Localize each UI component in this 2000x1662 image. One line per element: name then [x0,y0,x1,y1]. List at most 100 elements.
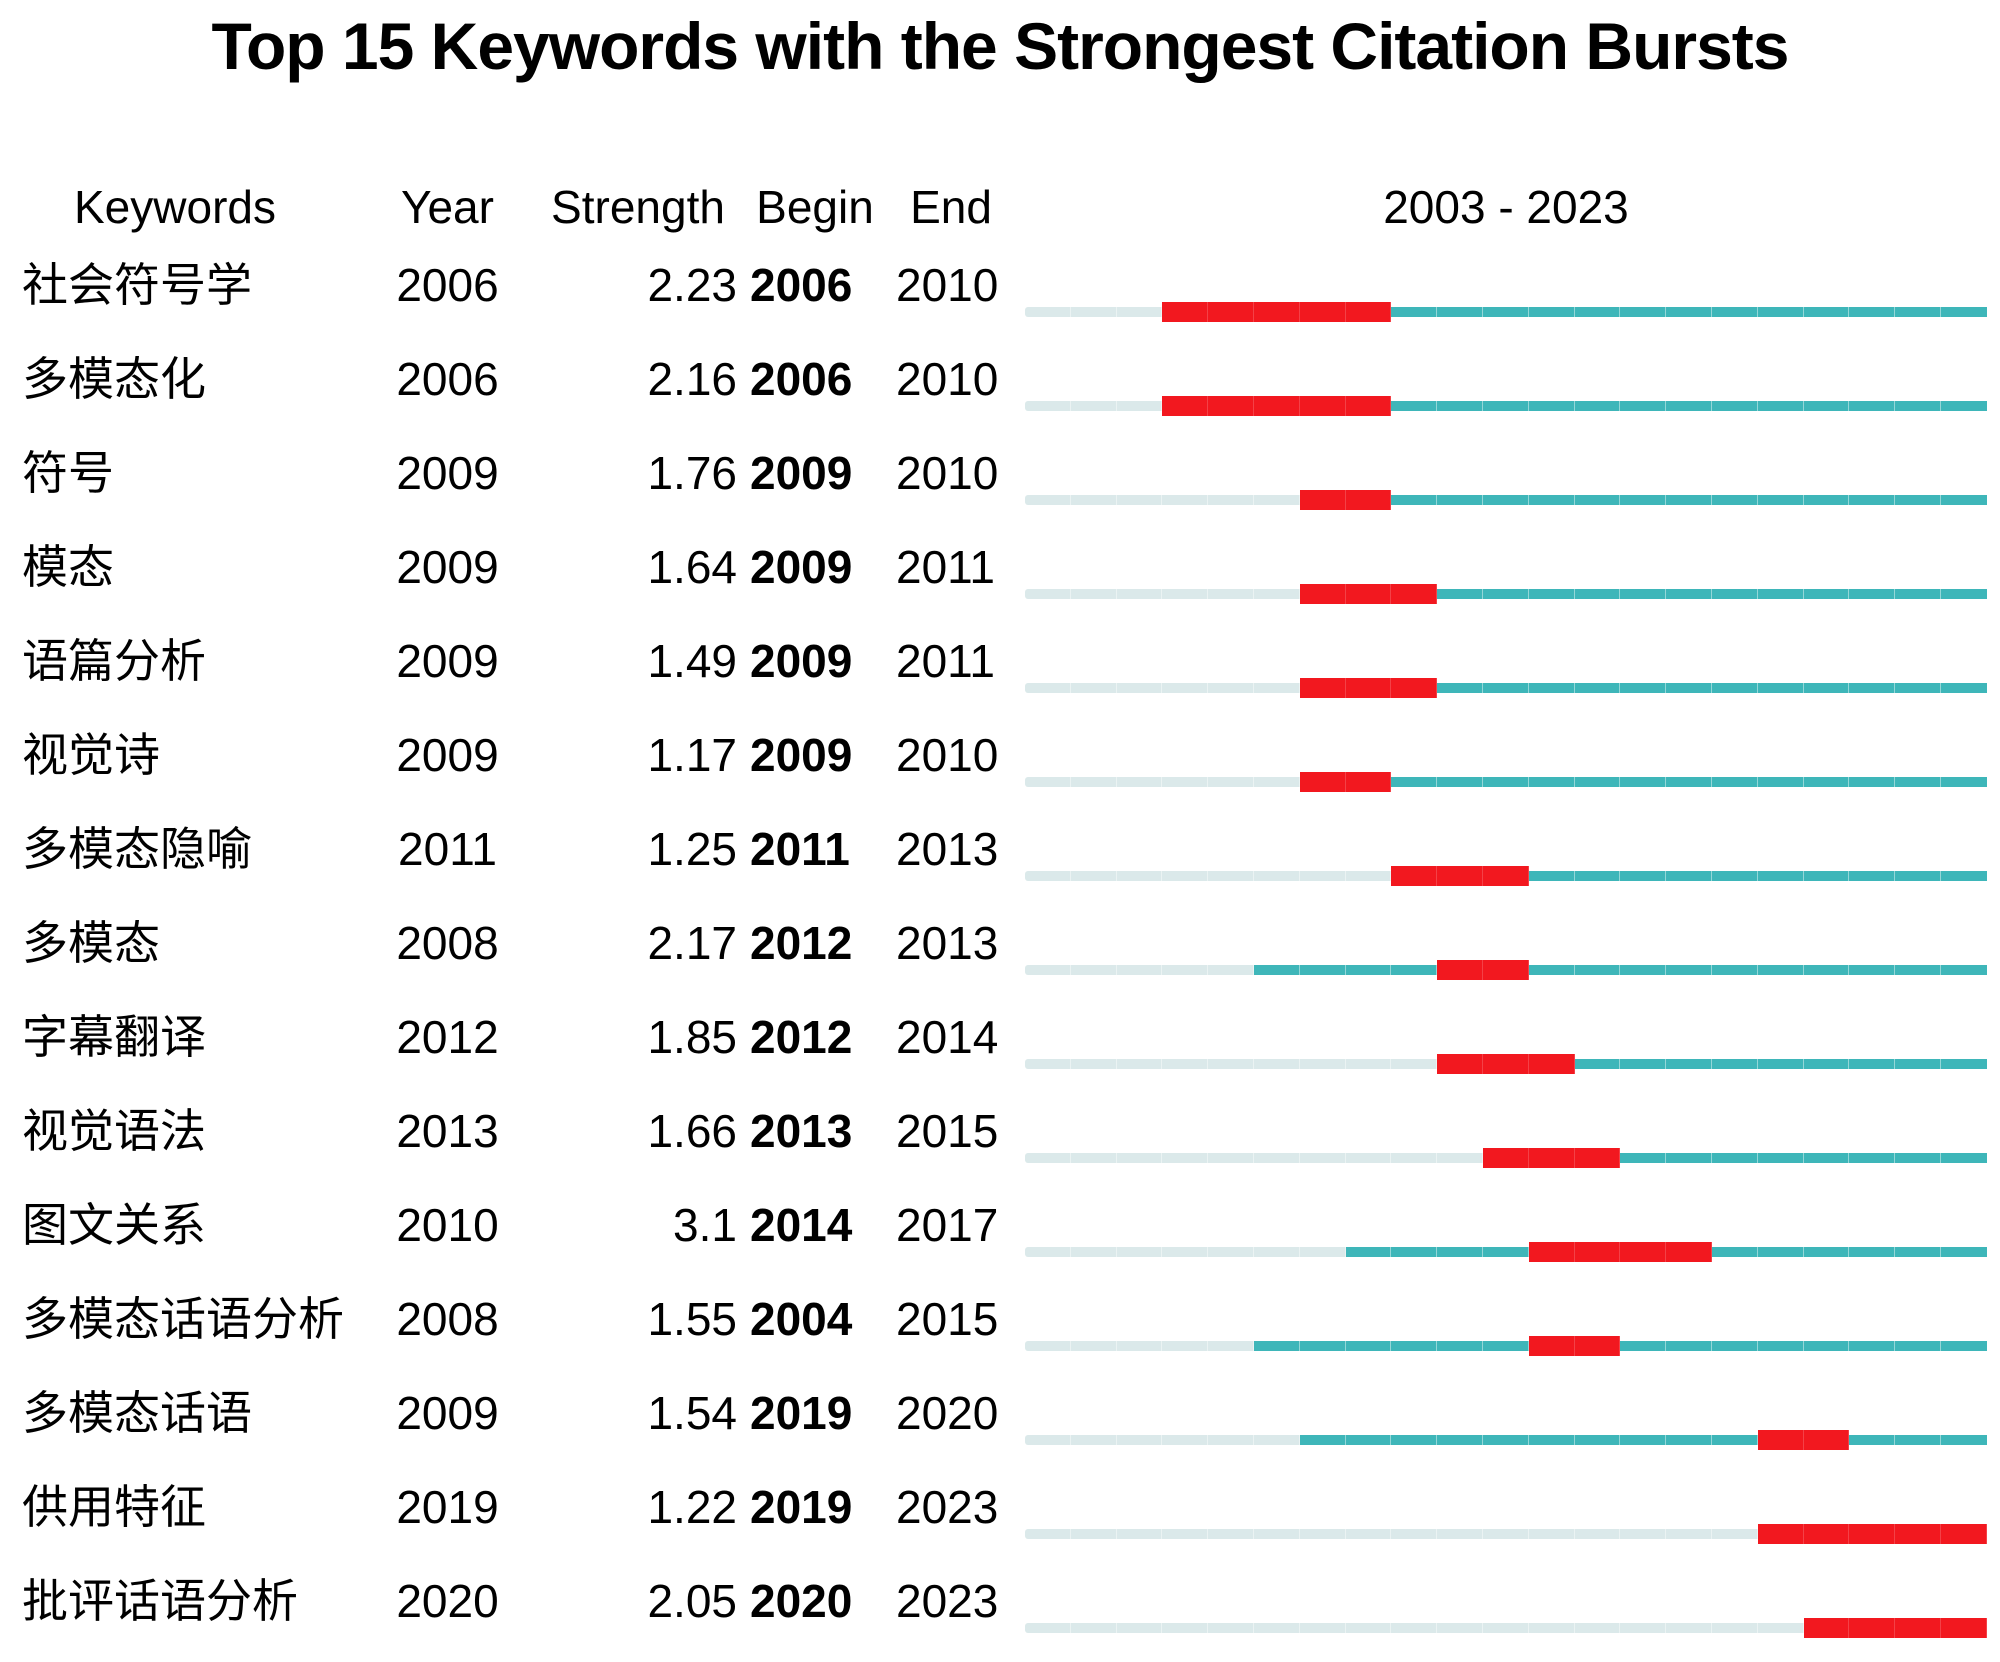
year-segment-inactive [1025,777,1071,787]
year-segment-inactive [1666,1623,1712,1633]
year-segment-active [1803,1341,1850,1351]
year-segment-active [1711,589,1758,599]
burst-segment [1345,396,1392,416]
burst-segment [1299,584,1346,604]
year-segment-inactive [1208,1059,1254,1069]
year-segment-inactive [1070,1059,1117,1069]
year-segment-inactive [1162,1435,1209,1445]
end-cell: 2023 [896,1575,999,1627]
year-segment-active [1620,871,1667,881]
year-segment-inactive [1070,1341,1117,1351]
year-segment-active [1711,777,1758,787]
burst-segment [1803,1524,1850,1544]
burst-segment [1345,678,1392,698]
year-segment-active [1620,495,1667,505]
burst-segment [1299,772,1346,792]
burst-segment [1437,1054,1483,1074]
strength-cell: 1.66 [647,1105,737,1157]
begin-cell: 2009 [750,447,853,499]
year-segment-inactive [1116,683,1163,693]
end-cell: 2010 [896,729,999,781]
burst-segment [1849,1524,1896,1544]
year-segment-active [1711,1153,1758,1163]
end-cell: 2020 [896,1387,999,1439]
year-segment-active [1849,401,1896,411]
year-segment-inactive [1711,1623,1758,1633]
year-segment-active [1849,1059,1896,1069]
year-segment-active [1391,1435,1438,1445]
year-cell: 2009 [396,635,499,687]
year-segment-inactive [1253,1623,1300,1633]
year-segment-active [1711,1247,1758,1257]
year-segment-active [1711,965,1758,975]
year-segment-active [1895,401,1941,411]
year-segment-active [1711,1341,1758,1351]
year-segment-inactive [1025,1529,1071,1539]
end-cell: 2013 [896,823,999,875]
year-segment-active [1528,401,1575,411]
year-segment-active [1895,777,1941,787]
year-segment-active [1528,683,1575,693]
year-segment-active [1849,965,1896,975]
year-segment-inactive [1116,871,1163,881]
keyword-cell: 模态 [22,541,114,593]
strength-cell: 2.16 [647,353,737,405]
year-segment-active [1849,1435,1896,1445]
year-segment-inactive [1162,965,1209,975]
strength-cell: 1.64 [647,541,737,593]
burst-segment [1528,1054,1575,1074]
burst-segment [1482,1054,1529,1074]
burst-segment [1391,678,1438,698]
year-segment-active [1757,1059,1804,1069]
year-segment-active [1849,1341,1896,1351]
header-timeline-range: 2003 - 2023 [1383,181,1629,233]
year-segment-active [1849,495,1896,505]
year-segment-active [1528,589,1575,599]
keyword-burst-row: 语篇分析 2009 1.49 2009 2011 [0,626,2000,720]
strength-cell: 2.23 [647,259,737,311]
burst-segment [1940,1524,1987,1544]
year-segment-inactive [1116,1059,1163,1069]
year-segment-inactive [1070,683,1117,693]
burst-segment [1299,302,1346,322]
year-segment-inactive [1070,589,1117,599]
burst-segment [1253,302,1300,322]
timeline-bar [1025,396,1987,416]
year-segment-inactive [1025,307,1071,317]
year-segment-active [1299,965,1346,975]
year-segment-inactive [1482,1529,1529,1539]
burst-segment [1895,1524,1941,1544]
keyword-cell: 图文关系 [22,1199,206,1251]
year-segment-inactive [1116,777,1163,787]
year-segment-active [1391,965,1438,975]
year-segment-active [1803,401,1850,411]
strength-cell: 1.55 [647,1293,737,1345]
year-segment-active [1391,1341,1438,1351]
year-segment-inactive [1391,1529,1438,1539]
year-segment-inactive [1345,1153,1392,1163]
year-segment-active [1940,1435,1987,1445]
header-keywords: Keywords [74,181,276,233]
timeline-bar [1025,302,1987,322]
year-segment-inactive [1208,1529,1254,1539]
keyword-cell: 视觉诗 [22,729,160,781]
keyword-cell: 多模态话语分析 [22,1293,344,1345]
year-segment-inactive [1299,871,1346,881]
year-segment-active [1437,495,1483,505]
year-segment-active [1666,965,1712,975]
year-segment-inactive [1711,1529,1758,1539]
keyword-burst-row: 视觉诗 2009 1.17 2009 2010 [0,720,2000,814]
year-segment-inactive [1666,1529,1712,1539]
year-segment-active [1940,1059,1987,1069]
year-segment-active [1803,965,1850,975]
year-segment-inactive [1437,1623,1483,1633]
end-cell: 2011 [896,635,995,687]
year-segment-inactive [1025,1247,1071,1257]
burst-segment [1620,1242,1667,1262]
begin-cell: 2019 [750,1387,853,1439]
year-segment-active [1895,1153,1941,1163]
end-cell: 2015 [896,1105,999,1157]
year-segment-active [1620,777,1667,787]
year-segment-active [1528,1435,1575,1445]
year-segment-active [1895,683,1941,693]
